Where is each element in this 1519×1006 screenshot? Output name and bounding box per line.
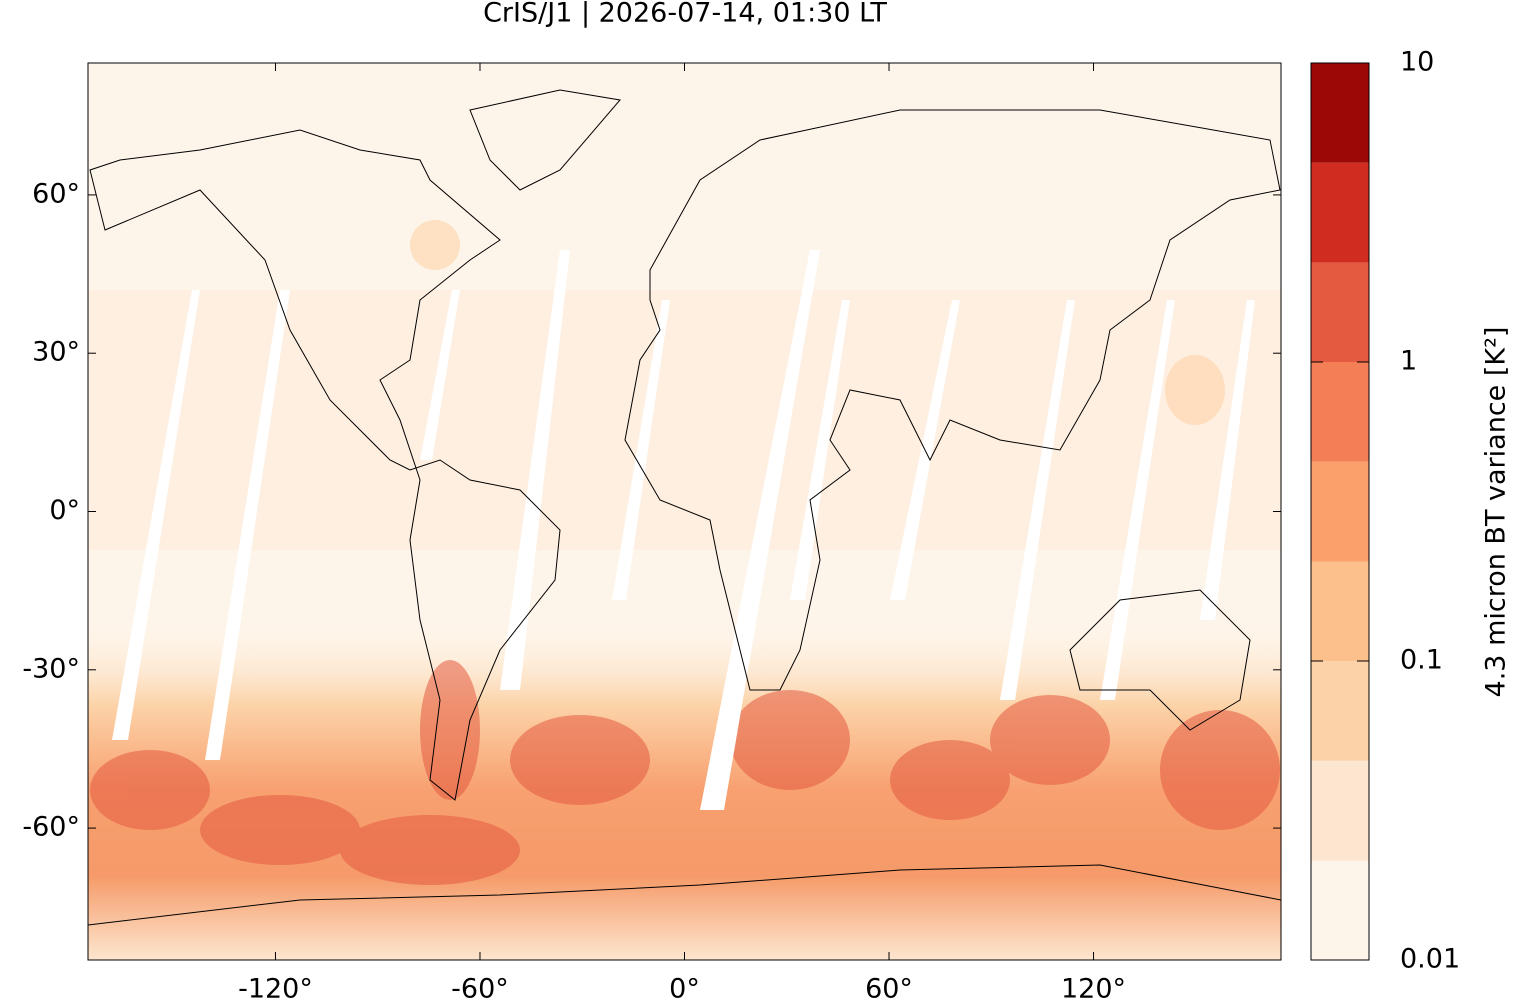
colorbar-tick-label: 1 [1400, 346, 1417, 377]
y-tick-label: 0° [49, 495, 80, 526]
chart-title: CrIS/J1 | 2026-07-14, 01:30 LT [483, 0, 887, 29]
colorbar-frame [1310, 62, 1370, 961]
y-tick-label: -60° [22, 812, 80, 843]
colorbar-tick-label: 10 [1400, 47, 1434, 78]
colorbar-band [1311, 162, 1369, 263]
colorbar-band [1311, 860, 1369, 960]
x-tick-label: 120° [1061, 974, 1126, 1003]
x-tick-label: 60° [865, 974, 913, 1003]
colorbar-label: 4.3 micron BT variance [K²] [1481, 327, 1512, 698]
x-tick-label: -120° [238, 974, 313, 1003]
colorbar-band [1311, 63, 1369, 163]
y-tick-label: -30° [22, 653, 80, 684]
colorbar-band [1311, 760, 1369, 861]
colorbar-band [1311, 561, 1369, 661]
map-field [87, 63, 1282, 960]
y-tick-label: 30° [32, 337, 80, 368]
y-tick-label: 60° [32, 178, 80, 209]
colorbar-band [1311, 461, 1369, 562]
colorbar-tick-label: 0.01 [1400, 944, 1460, 975]
colorbar-band [1311, 661, 1369, 761]
colorbar-tick-label: 0.1 [1400, 645, 1443, 676]
colorbar-band [1311, 262, 1369, 362]
x-tick-label: -60° [451, 974, 509, 1003]
colorbar-band [1311, 362, 1369, 462]
x-tick-label: 0° [669, 974, 700, 1003]
